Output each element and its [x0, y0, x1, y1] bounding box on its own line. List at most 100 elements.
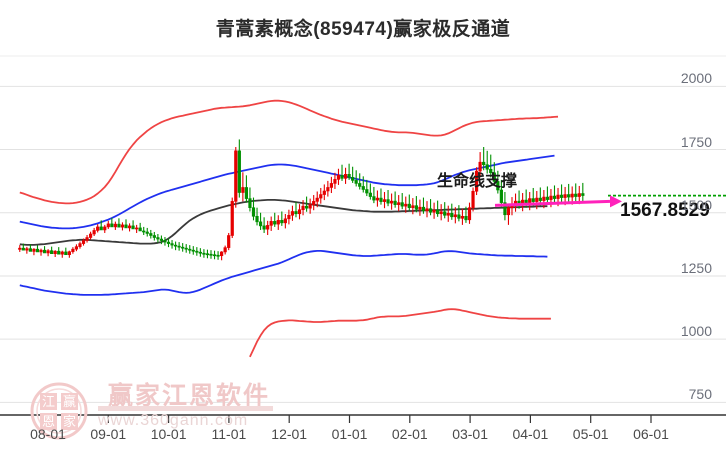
candle-body — [365, 189, 369, 194]
candle-body — [485, 164, 489, 170]
candle-body — [439, 211, 443, 215]
candle-body — [113, 223, 117, 228]
candle-body — [333, 179, 337, 184]
x-axis-label-11-01: 11-01 — [211, 426, 247, 442]
candle-body — [290, 211, 295, 216]
candle-body — [28, 248, 32, 252]
candle-body — [152, 235, 156, 238]
candle-body — [343, 174, 348, 179]
candle-body — [64, 251, 68, 256]
x-axis-label-08-01: 08-01 — [30, 426, 66, 442]
candle-body — [421, 206, 426, 212]
candle-body — [181, 246, 185, 249]
candle-body — [269, 221, 273, 226]
candle-body — [418, 206, 422, 210]
last-price-label: 1567.8529 — [620, 199, 710, 221]
candle-body — [110, 223, 114, 228]
candle-body — [467, 207, 472, 221]
candle-body — [88, 233, 93, 238]
candle-body — [556, 194, 560, 199]
candle-body — [474, 170, 479, 192]
series-line — [19, 198, 548, 246]
candle-body — [574, 193, 578, 197]
candle-body — [283, 218, 287, 224]
candle-body — [581, 193, 585, 196]
candle-body — [428, 208, 433, 213]
y-axis-label-1750: 1750 — [680, 133, 712, 150]
candle-body — [404, 203, 408, 207]
candle-body — [71, 248, 75, 252]
candle-body — [32, 248, 36, 252]
series-line — [19, 154, 555, 230]
candle-body — [305, 205, 309, 209]
candle-body — [471, 190, 475, 208]
candle-body — [159, 238, 164, 241]
candle-body — [216, 254, 220, 257]
candle-body — [142, 230, 146, 233]
candle-body — [506, 207, 511, 216]
candle-body — [85, 237, 89, 241]
candle-body — [191, 249, 195, 252]
candle-body — [400, 202, 404, 207]
candle-body — [81, 240, 86, 244]
candle-body — [322, 190, 326, 195]
x-axis-label-06-01: 06-01 — [633, 426, 669, 442]
candle-body — [301, 205, 305, 211]
candle-body — [482, 161, 486, 166]
x-axis-label-03-01: 03-01 — [452, 426, 488, 442]
candle-body — [96, 226, 100, 231]
x-axis-label-02-01: 02-01 — [391, 426, 428, 442]
candle-body — [545, 196, 550, 200]
candle-body — [340, 175, 344, 179]
candle-body — [563, 194, 567, 198]
candle-body — [106, 223, 110, 228]
x-axis-label-01-01: 01-01 — [331, 426, 368, 442]
x-axis-label-09-01: 09-01 — [90, 426, 127, 442]
candle-body — [460, 215, 465, 219]
candle-body — [188, 248, 192, 251]
y-axis-label-2000: 2000 — [680, 70, 712, 87]
candle-body — [198, 251, 202, 254]
candle-body — [535, 197, 539, 202]
candle-body — [570, 193, 574, 198]
x-axis-label-04-01: 04-01 — [512, 426, 549, 442]
candle-body — [393, 200, 397, 205]
candle-body — [567, 194, 571, 198]
candle-body — [120, 224, 125, 228]
candle-body — [99, 226, 103, 231]
candle-body — [163, 240, 167, 243]
candle-body — [386, 199, 390, 204]
candle-body — [528, 198, 532, 203]
candle-body — [149, 233, 153, 236]
candle-body — [280, 220, 284, 224]
support-arrow-head — [610, 195, 622, 208]
candle-body — [443, 211, 447, 216]
candle-body — [577, 193, 581, 197]
candle-body — [358, 183, 362, 187]
candle-body — [351, 177, 355, 181]
candle-body — [464, 215, 468, 221]
candle-body — [379, 197, 383, 202]
candle-body — [205, 253, 210, 256]
candle-body — [382, 199, 387, 202]
candle-body — [251, 207, 256, 217]
candle-body — [53, 250, 57, 255]
candle-body — [531, 198, 535, 202]
candle-body — [326, 187, 330, 192]
candle-body — [436, 209, 440, 215]
candle-body — [223, 247, 227, 253]
candle-body — [177, 245, 181, 248]
candle-body — [347, 174, 351, 178]
candle-body — [21, 247, 25, 251]
candle-body — [372, 196, 376, 201]
candle-body — [127, 225, 132, 229]
candle-body — [195, 250, 199, 253]
candle-body — [230, 201, 234, 236]
candle-body — [297, 209, 302, 215]
candle-body — [35, 248, 40, 253]
candle-body — [57, 250, 61, 255]
candle-body — [389, 200, 394, 204]
candle-body — [244, 187, 249, 199]
candle-body — [234, 150, 238, 202]
